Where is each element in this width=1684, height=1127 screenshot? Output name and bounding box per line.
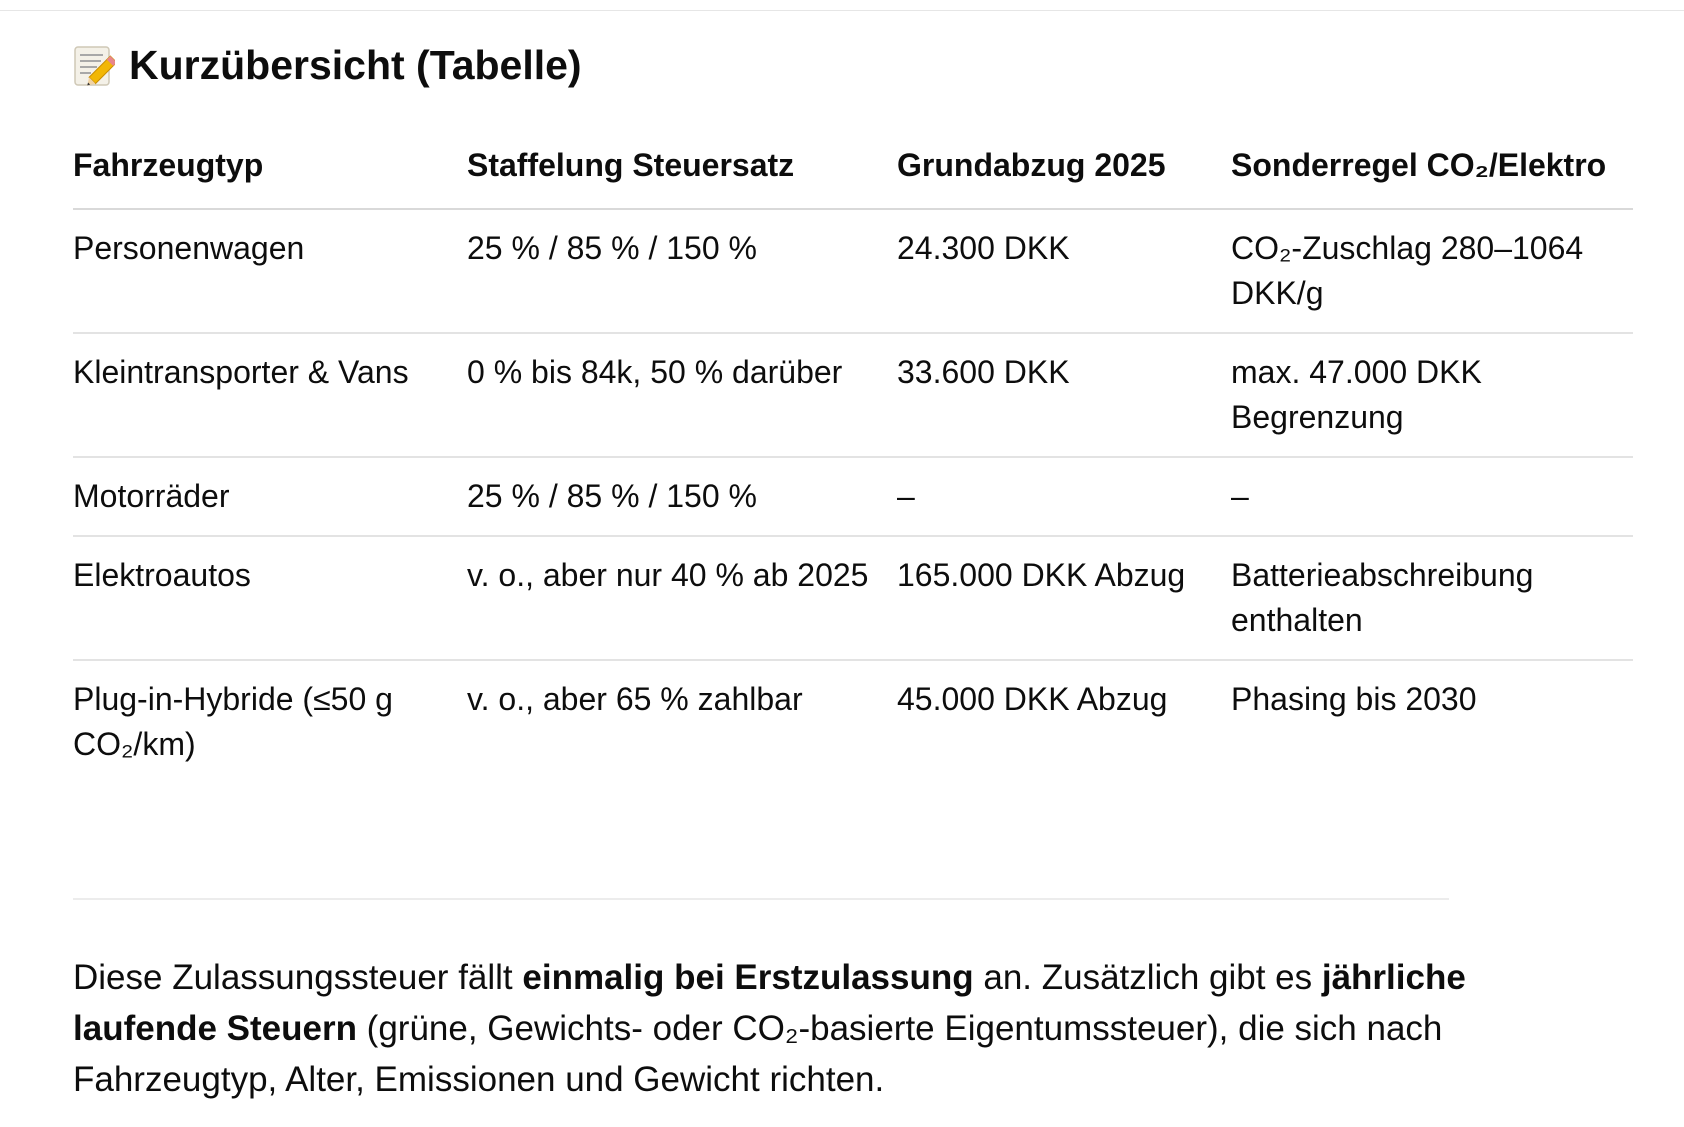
section-title: Kurzübersicht (Tabelle) (129, 41, 582, 88)
table-row: Plug-in-Hybride (≤50 g CO₂/km) v. o., ab… (73, 661, 1633, 783)
table-cell: 165.000 DKK Abzug (897, 557, 1186, 593)
paragraph-emphasis: einmalig bei Erstzulassung (522, 958, 974, 997)
table-cell: 33.600 DKK (897, 354, 1070, 390)
paragraph-text: an. Zusätzlich gibt es (973, 958, 1322, 997)
column-header-special-rule: Sonderregel CO₂/Elektro (1231, 147, 1607, 183)
table-cell: 25 % / 85 % / 150 % (467, 230, 757, 266)
table-row: Elektroautos v. o., aber nur 40 % ab 202… (73, 537, 1633, 661)
section-heading: Kurzübersicht (Tabelle) (73, 38, 582, 92)
table-cell: v. o., aber 65 % zahlbar (467, 681, 803, 717)
column-header-vehicle-type: Fahrzeugtyp (73, 147, 264, 183)
paragraph-emphasis: jährliche laufende Steuern (73, 958, 1466, 1048)
top-divider (0, 10, 1684, 11)
table-header-row: Fahrzeugtyp Staffelung Steuersatz Grunda… (73, 133, 1633, 210)
table-cell: 45.000 DKK Abzug (897, 681, 1168, 717)
table-cell: 0 % bis 84k, 50 % darüber (467, 354, 843, 390)
table-cell: CO₂-Zuschlag 280–1064 DKK/g (1231, 230, 1584, 311)
table-cell: 24.300 DKK (897, 230, 1070, 266)
table-cell: Plug-in-Hybride (≤50 g CO₂/km) (73, 681, 393, 762)
table-row: Kleintransporter & Vans 0 % bis 84k, 50 … (73, 334, 1633, 458)
column-header-tax-rate: Staffelung Steuersatz (467, 147, 795, 183)
summary-paragraph: Diese Zulassungssteuer fällt einmalig be… (73, 952, 1513, 1105)
paragraph-text: (grüne, Gewichts- oder CO₂-basierte Eige… (73, 1009, 1443, 1099)
table-row: Motorräder 25 % / 85 % / 150 % – – (73, 458, 1633, 537)
tax-table: Fahrzeugtyp Staffelung Steuersatz Grunda… (73, 133, 1633, 783)
table-cell: – (1231, 478, 1249, 514)
table-cell: 25 % / 85 % / 150 % (467, 478, 757, 514)
table-row: Personenwagen 25 % / 85 % / 150 % 24.300… (73, 210, 1633, 334)
table-cell: Kleintransporter & Vans (73, 354, 409, 390)
table-cell: max. 47.000 DKK Begrenzung (1231, 354, 1482, 435)
column-header-basic-deduction: Grundabzug 2025 (897, 147, 1166, 183)
paragraph-text: Diese Zulassungssteuer fällt (73, 958, 523, 997)
table-cell: v. o., aber nur 40 % ab 2025 (467, 557, 869, 593)
table-cell: Phasing bis 2030 (1231, 681, 1477, 717)
table-cell: Batterieabschreibung enthalten (1231, 557, 1534, 638)
memo-pencil-icon (73, 43, 118, 87)
table-cell: Elektroautos (73, 557, 251, 593)
table-cell: – (897, 478, 915, 514)
table-cell: Personenwagen (73, 230, 305, 266)
section-divider (73, 898, 1449, 900)
table-cell: Motorräder (73, 478, 230, 514)
